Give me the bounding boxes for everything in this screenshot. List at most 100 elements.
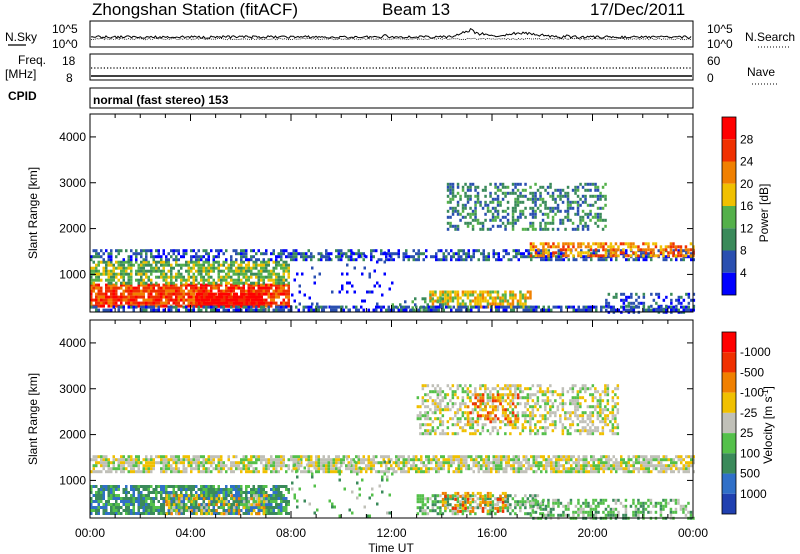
heatmap-cell: [277, 263, 280, 267]
heatmap-cell: [102, 491, 105, 494]
heatmap-cell: [197, 305, 200, 309]
heatmap-cell: [180, 512, 183, 515]
heatmap-cell: [397, 455, 400, 459]
heatmap-cell: [140, 275, 143, 279]
heatmap-cell: [112, 503, 115, 506]
heatmap-cell: [412, 467, 415, 471]
heatmap-cell: [482, 470, 485, 474]
velocity-heatmap: [90, 384, 695, 520]
heatmap-cell: [140, 249, 143, 253]
heatmap-cell: [576, 200, 580, 204]
heatmap-cell: [330, 464, 333, 468]
heatmap-cell: [167, 467, 170, 471]
heatmap-cell: [602, 242, 605, 246]
heatmap-cell: [102, 461, 105, 465]
heatmap-cell: [290, 252, 293, 256]
heatmap-cell: [407, 467, 410, 471]
heatmap-cell: [260, 269, 263, 273]
heatmap-cell: [257, 249, 260, 253]
heatmap-cell: [230, 283, 233, 287]
heatmap-cell: [425, 467, 428, 471]
heatmap-cell: [557, 249, 560, 253]
heatmap-cell: [240, 467, 243, 471]
heatmap-cell: [207, 278, 210, 282]
heatmap-cell: [640, 467, 643, 471]
heatmap-cell: [469, 215, 472, 219]
heatmap-cell: [612, 464, 615, 468]
heatmap-cell: [200, 506, 203, 510]
heatmap-cell: [629, 248, 633, 252]
heatmap-cell: [262, 308, 265, 312]
heatmap-cell: [420, 467, 423, 471]
heatmap-cell: [559, 248, 563, 252]
heatmap-cell: [145, 494, 148, 497]
heatmap-cell: [501, 221, 505, 225]
heatmap-cell: [213, 292, 216, 296]
heatmap-cell: [479, 203, 482, 207]
heatmap-cell: [152, 301, 155, 305]
heatmap-cell: [497, 464, 500, 468]
heatmap-cell: [392, 461, 395, 465]
heatmap-cell: [544, 203, 547, 207]
heatmap-cell: [405, 458, 408, 462]
heatmap-cell: [167, 275, 170, 279]
heatmap-cell: [247, 258, 250, 262]
heatmap-cell: [110, 286, 113, 290]
heatmap-cell: [308, 296, 311, 300]
heatmap-cell: [205, 258, 208, 262]
heatmap-cell: [110, 509, 113, 512]
heatmap-cell: [95, 286, 98, 290]
heatmap-cell: [450, 308, 453, 312]
heatmap-cell: [220, 298, 223, 302]
heatmap-cell: [657, 458, 660, 462]
heatmap-cell: [494, 209, 497, 213]
heatmap-cell: [218, 292, 221, 296]
heatmap-cell: [529, 197, 532, 201]
heatmap-cell: [305, 255, 308, 259]
heatmap-cell: [434, 299, 437, 303]
heatmap-cell: [481, 290, 485, 294]
heatmap-cell: [222, 305, 225, 309]
heatmap-cell: [442, 252, 445, 256]
heatmap-cell: [167, 503, 171, 507]
heatmap-cell: [456, 212, 460, 216]
heatmap-cell: [255, 272, 258, 276]
heatmap-cell: [665, 255, 668, 259]
heatmap-cell: [549, 245, 553, 249]
heatmap-cell: [572, 242, 575, 246]
heatmap-cell: [280, 455, 283, 459]
heatmap-cell: [92, 506, 95, 509]
heatmap-cell: [383, 251, 386, 255]
heatmap-cell: [172, 458, 175, 462]
heatmap-cell: [192, 283, 195, 287]
heatmap-cell: [594, 215, 597, 219]
heatmap-cell: [172, 258, 175, 262]
heatmap-cell: [115, 281, 118, 285]
heatmap-cell: [545, 470, 548, 474]
heatmap-cell: [243, 298, 246, 302]
heatmap-cell: [481, 296, 485, 300]
heatmap-cell: [455, 458, 458, 462]
heatmap-cell: [130, 272, 133, 276]
heatmap-cell: [110, 269, 113, 273]
heatmap-cell: [137, 470, 140, 474]
heatmap-cell: [145, 301, 148, 305]
heatmap-cell: [415, 458, 418, 462]
heatmap-cell: [117, 494, 120, 497]
heatmap-cell: [210, 458, 213, 462]
heatmap-cell: [192, 485, 195, 488]
heatmap-cell: [486, 290, 490, 294]
heatmap-cell: [242, 305, 245, 309]
heatmap-cell: [400, 467, 403, 471]
heatmap-cell: [352, 458, 355, 462]
heatmap-cell: [130, 283, 133, 287]
heatmap-cell: [547, 249, 550, 253]
heatmap-cell: [185, 458, 188, 462]
heatmap-cell: [187, 283, 190, 287]
heatmap-cell: [122, 308, 125, 312]
heatmap-cell: [542, 248, 545, 252]
heatmap-cell: [405, 305, 408, 309]
heatmap-cell: [615, 292, 618, 296]
heatmap-cell: [322, 467, 325, 471]
heatmap-cell: [470, 455, 473, 459]
